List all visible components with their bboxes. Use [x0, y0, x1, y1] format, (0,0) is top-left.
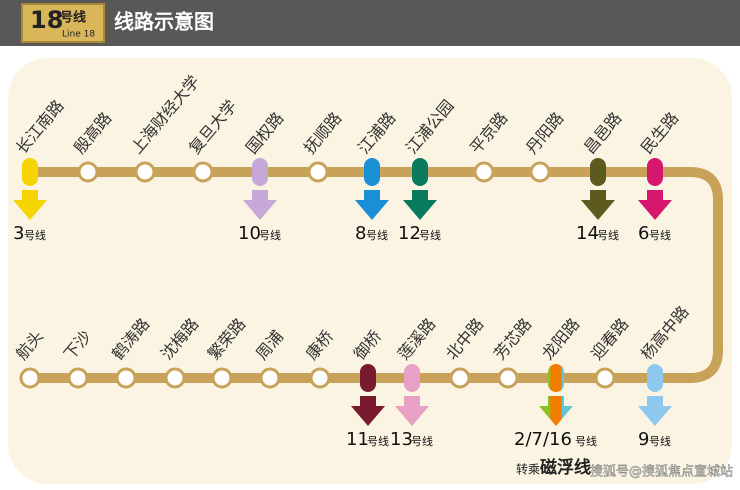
badge [21, 3, 105, 43]
header-title: 线路示意图 [114, 10, 214, 34]
transfer-line: 2/7/16 [514, 429, 572, 450]
marker-stripe [550, 364, 563, 426]
transfer-suffix: 号线 [259, 228, 281, 242]
transfer-suffix: 号线 [366, 228, 388, 242]
station [67, 367, 89, 389]
note-name: 磁浮线 [540, 457, 591, 478]
station [134, 161, 156, 183]
station [449, 367, 471, 389]
transfer-suffix: 号线 [649, 228, 671, 242]
badge-en: Line 18 [62, 30, 95, 40]
station [259, 367, 281, 389]
transfer-suffix: 号线 [597, 228, 619, 242]
station [473, 161, 495, 183]
station [529, 161, 551, 183]
transfer-line: 8 [355, 223, 366, 244]
transfer-suffix: 号线 [649, 434, 671, 448]
transfer-line: 6 [638, 223, 649, 244]
track [25, 167, 723, 383]
note-prefix: 转乘 [516, 462, 540, 477]
station [192, 161, 214, 183]
header-bar [0, 0, 740, 46]
station [594, 367, 616, 389]
station [19, 367, 41, 389]
station [164, 367, 186, 389]
transfer-line: 10 [238, 223, 261, 244]
transfer-suffix: 号线 [24, 228, 46, 242]
transfer-suffix: 号线 [367, 434, 389, 448]
transfer-line: 11 [346, 429, 369, 450]
transfer-line: 13 [390, 429, 413, 450]
station [115, 367, 137, 389]
transfer-line: 3 [13, 223, 24, 244]
station [309, 367, 331, 389]
station [497, 367, 519, 389]
transfer-suffix: 号线 [419, 228, 441, 242]
transfer-line: 9 [638, 429, 649, 450]
station [211, 367, 233, 389]
station [77, 161, 99, 183]
transfer-suffix: 号线 [575, 434, 597, 448]
badge-suffix: 号线 [60, 10, 86, 26]
watermark: 搜狐号@搜狐焦点宣城站 [590, 464, 733, 480]
badge-number: 18 [30, 6, 63, 34]
transfer-line: 12 [398, 223, 421, 244]
station [307, 161, 329, 183]
transfer-suffix: 号线 [411, 434, 433, 448]
transfer-line: 14 [576, 223, 599, 244]
